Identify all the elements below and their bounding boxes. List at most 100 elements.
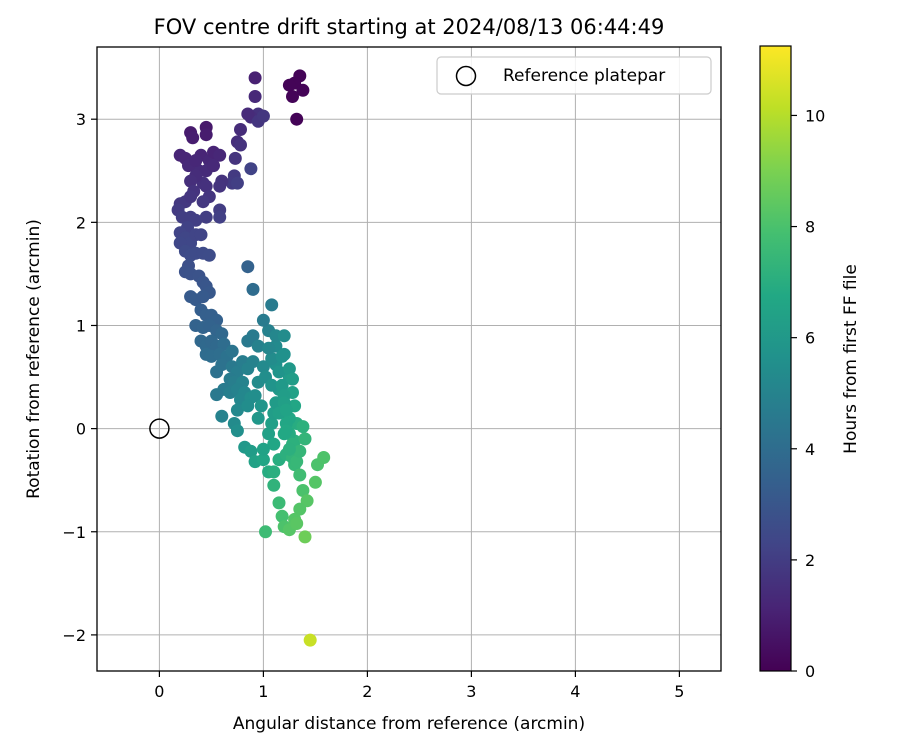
- data-point: [184, 190, 198, 204]
- data-point: [234, 123, 247, 136]
- plot-frame: [96, 46, 722, 672]
- data-point: [215, 358, 229, 372]
- data-point: [290, 517, 304, 530]
- data-point: [256, 313, 270, 327]
- data-point: [275, 349, 289, 363]
- data-point: [262, 341, 276, 355]
- colorbar: 0 2 4 6 8 10 Hours from first FF file: [759, 45, 861, 681]
- data-point: [251, 411, 265, 425]
- data-point: [213, 148, 227, 162]
- data-point: [244, 444, 258, 458]
- data-point: [230, 403, 244, 417]
- data-point: [256, 442, 270, 456]
- data-point: [282, 442, 296, 456]
- data-point: [293, 502, 307, 516]
- data-point: [241, 399, 255, 413]
- colorbar-tick-label: 8: [805, 218, 815, 237]
- data-point: [184, 174, 198, 188]
- reference-marker-layer: [149, 418, 170, 439]
- legend-entry: Reference platepar: [503, 66, 665, 86]
- data-point: [213, 179, 227, 193]
- x-axis-label: Angular distance from reference (arcmin): [233, 714, 585, 734]
- data-point: [298, 530, 312, 544]
- chart-title: FOV centre drift starting at 2024/08/13 …: [154, 15, 665, 39]
- colorbar-tick-label: 0: [805, 662, 815, 681]
- data-point: [282, 78, 296, 92]
- data-point: [215, 327, 229, 341]
- data-point: [186, 131, 200, 145]
- x-tick-label: 1: [258, 682, 268, 701]
- data-point: [196, 195, 210, 209]
- data-point: [267, 465, 281, 479]
- data-point: [275, 509, 289, 523]
- data-point: [241, 107, 255, 121]
- colorbar-tick-label: 6: [805, 329, 815, 348]
- x-tick-label: 0: [154, 682, 164, 701]
- data-point: [265, 352, 279, 365]
- data-point: [248, 90, 262, 103]
- data-point: [272, 365, 286, 379]
- data-point: [267, 437, 281, 451]
- data-point: [199, 128, 213, 142]
- data-point: [296, 484, 310, 497]
- data-point: [317, 451, 331, 464]
- data-point: [262, 427, 276, 441]
- data-point: [290, 112, 304, 126]
- legend-box: [436, 56, 712, 95]
- reference-platepar-marker: [149, 418, 170, 439]
- x-tick-label: 5: [674, 682, 684, 701]
- data-point: [279, 403, 293, 417]
- data-point: [199, 210, 213, 224]
- data-point: [293, 468, 307, 482]
- data-point: [277, 329, 291, 343]
- colorbar-ticks: 0 2 4 6 8 10: [791, 106, 825, 681]
- data-point: [308, 475, 322, 489]
- data-point: [296, 420, 310, 434]
- data-point: [189, 154, 203, 167]
- data-point: [244, 162, 258, 176]
- data-point: [259, 525, 272, 539]
- data-point: [254, 399, 268, 413]
- data-point: [290, 455, 304, 469]
- data-point: [265, 298, 279, 312]
- data-point: [234, 138, 247, 152]
- data-point: [256, 109, 270, 123]
- y-tick-label: 0: [76, 420, 86, 439]
- colorbar-label: Hours from first FF file: [841, 264, 861, 454]
- data-point: [275, 378, 289, 392]
- y-tick-label: 1: [76, 316, 86, 335]
- colorbar-gradient: [759, 45, 792, 672]
- x-axis-ticks: 0 1 2 3 4 5: [154, 671, 684, 701]
- data-point: [228, 151, 242, 165]
- data-point: [265, 378, 279, 392]
- y-tick-label: −2: [62, 626, 86, 645]
- y-tick-label: −1: [62, 523, 86, 542]
- y-axis-ticks: −2 −1 0 1 2 3: [62, 110, 97, 645]
- data-point: [248, 389, 262, 403]
- data-point: [202, 248, 216, 262]
- y-axis-label: Rotation from reference (arcmin): [24, 219, 44, 499]
- data-point: [251, 339, 265, 353]
- data-point: [293, 444, 307, 458]
- data-point: [303, 633, 317, 647]
- data-point: [296, 83, 310, 97]
- data-point: [248, 71, 262, 85]
- x-tick-label: 3: [466, 682, 476, 701]
- data-point: [225, 344, 239, 358]
- data-point: [286, 90, 299, 103]
- colorbar-tick-label: 10: [805, 106, 825, 125]
- data-point: [210, 388, 224, 402]
- data-point: [215, 409, 229, 423]
- data-point: [194, 228, 208, 242]
- data-point: [256, 453, 270, 467]
- data-point: [246, 282, 260, 296]
- data-point: [230, 176, 244, 190]
- data-point: [256, 360, 270, 374]
- data-point: [199, 179, 213, 193]
- legend-marker-icon: [455, 65, 477, 87]
- data-point: [241, 260, 255, 274]
- data-point: [213, 210, 227, 224]
- colorbar-tick-label: 4: [805, 440, 815, 459]
- colorbar-tick-label: 2: [805, 551, 815, 570]
